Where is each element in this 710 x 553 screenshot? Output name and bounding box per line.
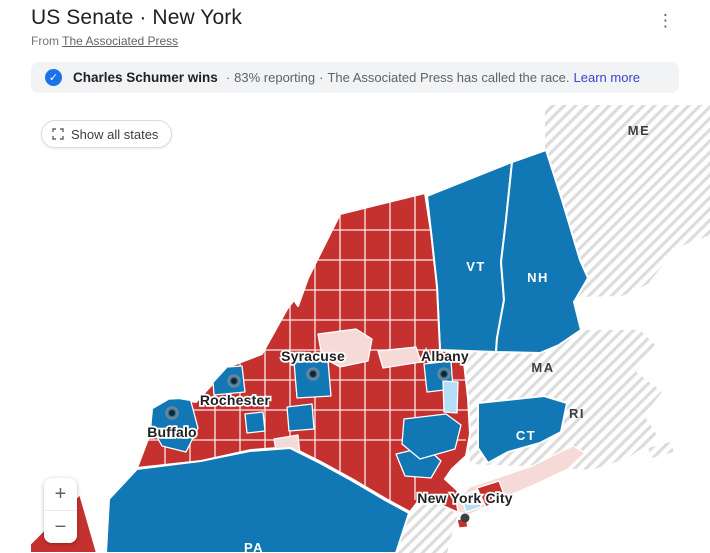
separator: · — [225, 70, 231, 85]
city-label-rochester: Rochester — [200, 392, 271, 408]
state-PA[interactable] — [105, 447, 410, 553]
city-label-syracuse: Syracuse — [281, 348, 345, 364]
kebab-menu-icon[interactable]: ⋮ — [657, 11, 674, 30]
city-labels: Syracuse Rochester Buffalo Albany New Yo… — [145, 346, 514, 508]
state-label-vt: VT — [466, 259, 486, 274]
island-hatch — [648, 442, 674, 458]
city-dot — [227, 374, 241, 388]
state-labels: ME VT NH MA RI CT PA — [244, 123, 651, 553]
learn-more-link[interactable]: Learn more — [573, 70, 641, 85]
zoom-out-button[interactable]: − — [44, 511, 77, 543]
state-label-ri: RI — [569, 406, 585, 421]
state-CT[interactable] — [477, 395, 568, 464]
winner-text: Charles Schumer wins — [73, 70, 218, 85]
city-markers — [165, 367, 470, 523]
zoom-controls: + − — [44, 478, 77, 543]
race-call-banner: ✓ Charles Schumer wins · 83% reporting ·… — [31, 62, 679, 93]
zoom-in-button[interactable]: + — [44, 478, 77, 510]
long-island[interactable] — [455, 445, 586, 529]
page-title: US Senate · New York — [31, 6, 242, 29]
city-dot — [460, 513, 470, 523]
checkmark-icon: ✓ — [45, 69, 62, 86]
state-NY[interactable] — [136, 192, 471, 514]
city-dot — [437, 367, 451, 381]
state-NJ — [388, 494, 458, 553]
source-link[interactable]: The Associated Press — [62, 34, 179, 48]
state-label-me: ME — [628, 123, 651, 138]
show-all-states-button[interactable]: Show all states — [41, 120, 173, 148]
map-canvas[interactable]: Syracuse Rochester Buffalo Albany New Yo… — [0, 105, 710, 553]
city-dot — [306, 367, 320, 381]
from-label: From — [31, 34, 59, 48]
called-text: The Associated Press has called the race… — [327, 70, 570, 85]
state-label-ct: CT — [516, 428, 536, 443]
header-text: US Senate · New York From The Associated… — [31, 6, 242, 48]
show-all-states-label: Show all states — [71, 126, 159, 142]
city-label-nyc: New York City — [417, 490, 512, 506]
reporting-text: 83% reporting — [234, 70, 316, 85]
header: US Senate · New York From The Associated… — [0, 0, 710, 48]
city-label-buffalo: Buffalo — [147, 424, 197, 440]
state-label-pa: PA — [244, 540, 264, 553]
state-ME — [545, 105, 710, 297]
city-label-nyc: Albany — [421, 348, 469, 364]
source-line: From The Associated Press — [31, 34, 242, 48]
separator: · — [319, 70, 324, 85]
city-dot — [165, 406, 179, 420]
state-NH[interactable] — [495, 149, 589, 354]
state-label-ma: MA — [531, 360, 554, 375]
expand-arrows-icon — [52, 128, 64, 140]
election-map[interactable]: Syracuse Rochester Buffalo Albany New Yo… — [0, 105, 710, 553]
zoom-divider — [44, 510, 77, 511]
state-label-nh: NH — [527, 270, 549, 285]
